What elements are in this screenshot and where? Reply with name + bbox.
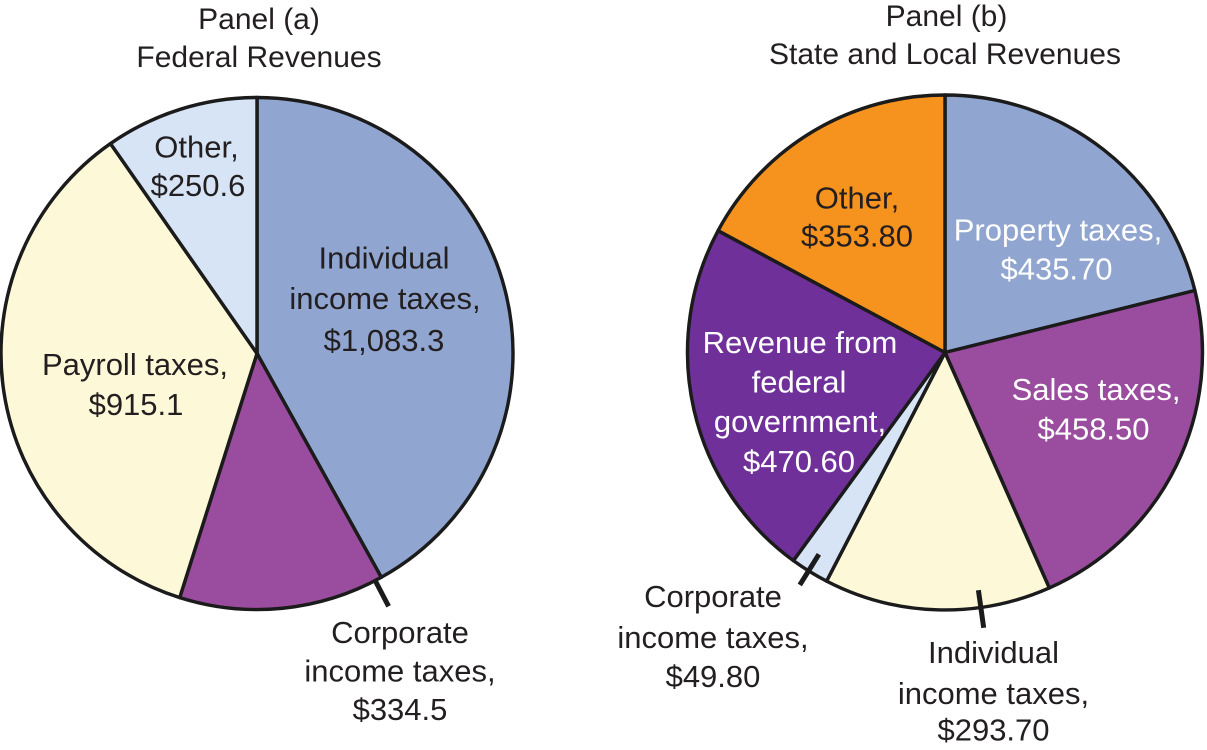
svg-text:income taxes,: income taxes, bbox=[304, 654, 495, 689]
svg-text:$334.5: $334.5 bbox=[353, 692, 448, 727]
svg-text:Revenue from: Revenue from bbox=[703, 325, 898, 360]
svg-text:$250.6: $250.6 bbox=[151, 168, 246, 203]
svg-text:income taxes,: income taxes, bbox=[617, 620, 808, 655]
svg-text:Property taxes,: Property taxes, bbox=[954, 212, 1162, 247]
svg-text:$49.80: $49.80 bbox=[666, 659, 761, 694]
svg-text:$915.1: $915.1 bbox=[89, 387, 184, 422]
svg-text:federal: federal bbox=[752, 365, 847, 400]
svg-text:Payroll taxes,: Payroll taxes, bbox=[42, 347, 228, 382]
svg-text:$458.50: $458.50 bbox=[1037, 412, 1149, 447]
svg-text:$1,083.3: $1,083.3 bbox=[324, 323, 445, 358]
svg-text:$470.60: $470.60 bbox=[743, 444, 855, 479]
svg-text:government,: government, bbox=[714, 404, 886, 439]
svg-text:$353.80: $353.80 bbox=[801, 219, 913, 254]
svg-text:Federal Revenues: Federal Revenues bbox=[136, 41, 381, 74]
svg-text:Corporate: Corporate bbox=[644, 579, 782, 614]
svg-text:$435.70: $435.70 bbox=[1000, 252, 1112, 287]
svg-text:Individual: Individual bbox=[319, 240, 450, 275]
svg-text:$293.70: $293.70 bbox=[937, 713, 1049, 748]
svg-text:Corporate: Corporate bbox=[331, 615, 469, 650]
svg-text:income taxes,: income taxes, bbox=[289, 281, 480, 316]
svg-text:Other,: Other, bbox=[815, 181, 899, 216]
svg-text:Sales taxes,: Sales taxes, bbox=[1012, 372, 1181, 407]
svg-text:Individual: Individual bbox=[928, 635, 1059, 670]
svg-text:Other,: Other, bbox=[154, 130, 238, 165]
svg-text:income taxes,: income taxes, bbox=[898, 676, 1089, 711]
svg-text:Panel (a): Panel (a) bbox=[198, 3, 320, 36]
svg-text:Panel (b): Panel (b) bbox=[886, 0, 1008, 33]
svg-text:State and Local Revenues: State and Local Revenues bbox=[769, 38, 1121, 71]
